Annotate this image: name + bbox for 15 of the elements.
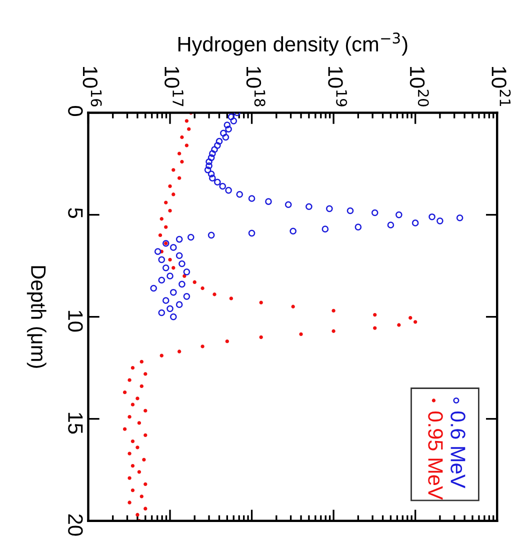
x-tick-label: 10$^{17}$ xyxy=(164,66,184,106)
y-tick-label: 0 xyxy=(68,106,83,116)
x-tick-label: 10$^{18}$ xyxy=(246,66,266,106)
y-tick-label: 15 xyxy=(68,412,83,434)
x-tick-label: 10$^{21}$ xyxy=(492,66,511,106)
x-axis-title: Hydrogen density (cm$^{−3}$) xyxy=(178,32,408,56)
y-tick-label: 5 xyxy=(68,208,83,218)
legend-label: 0.6 MeV xyxy=(450,412,466,488)
y-tick-label: 10 xyxy=(68,310,83,332)
x-tick-label: 10$^{20}$ xyxy=(410,66,429,106)
x-tick-label: 10$^{16}$ xyxy=(82,66,102,106)
y-axis-title: Depth (μm) xyxy=(26,266,46,368)
x-tick-label: 10$^{19}$ xyxy=(328,66,348,106)
y-tick-label: 20 xyxy=(68,514,83,536)
legend-label: 0.95 MeV xyxy=(428,412,443,500)
